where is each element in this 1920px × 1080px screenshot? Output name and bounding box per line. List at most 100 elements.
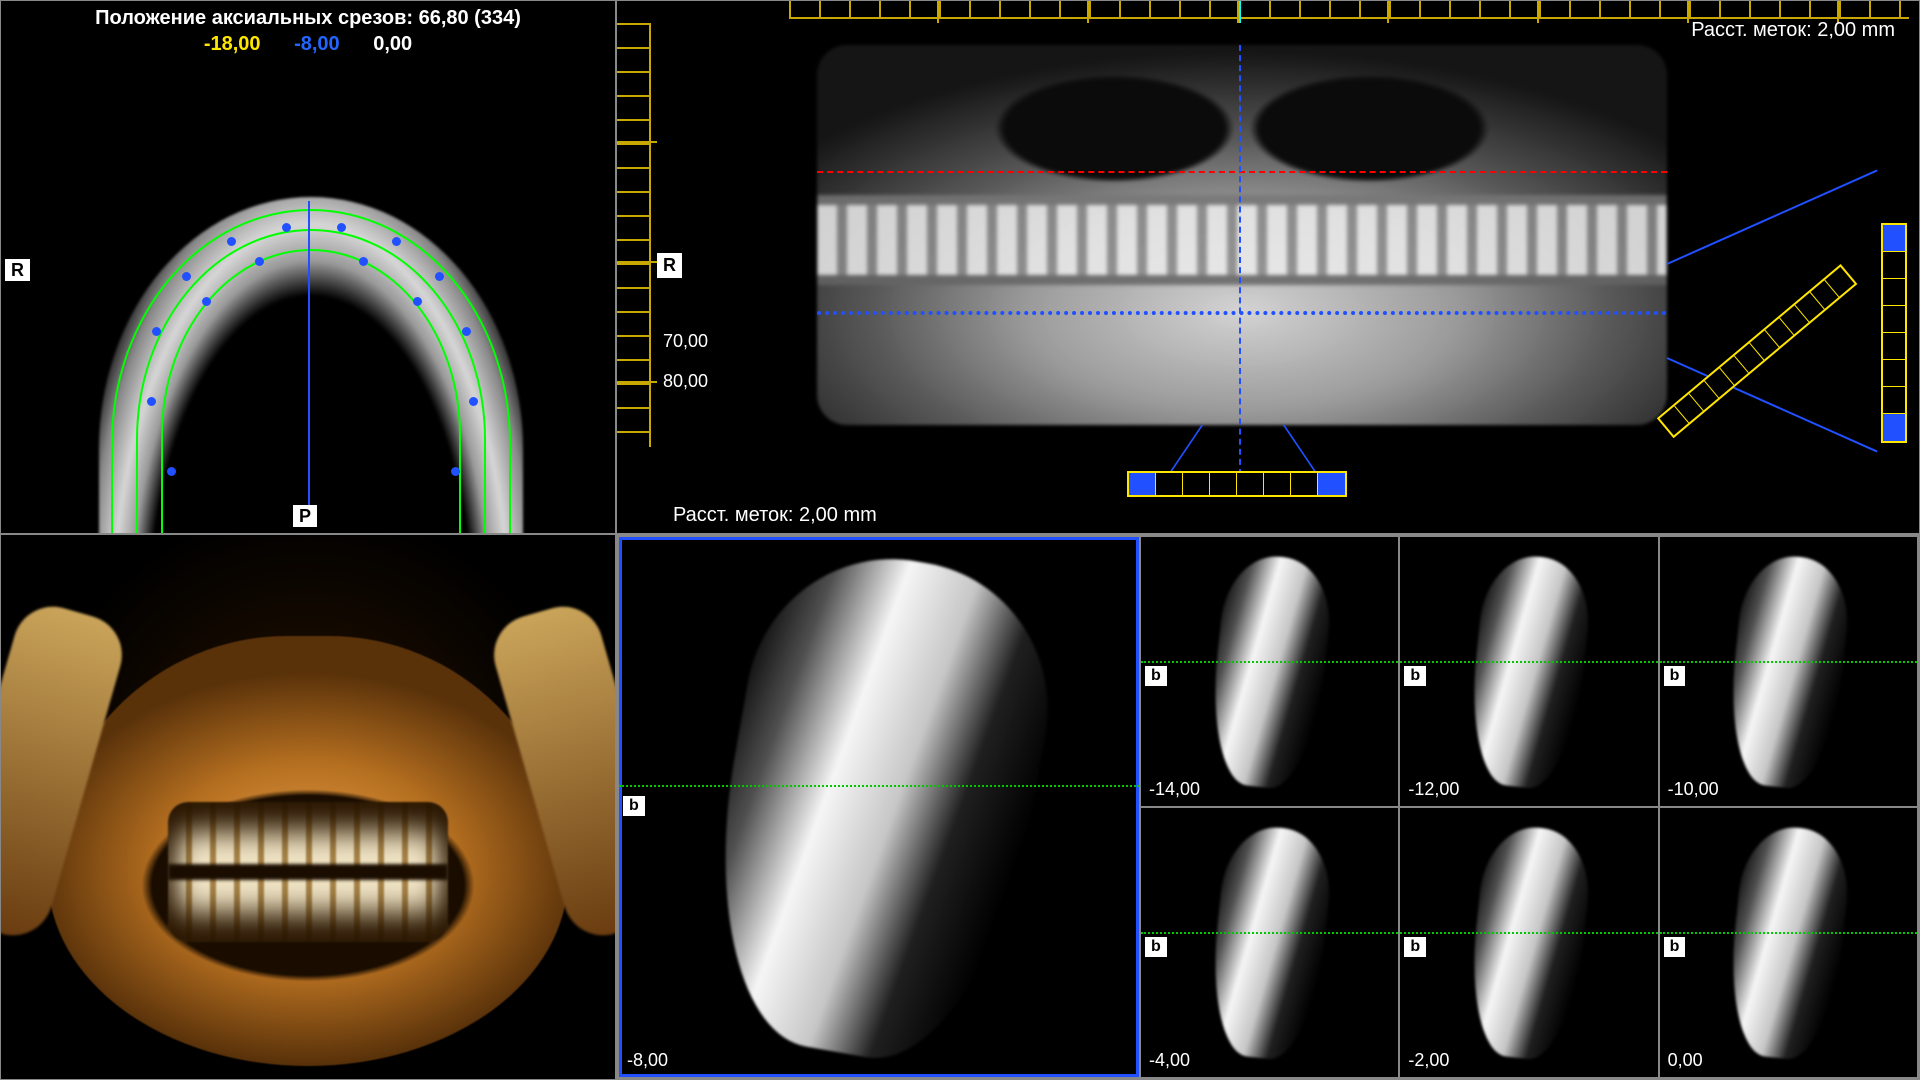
cross-section-green-line[interactable] <box>619 785 1139 787</box>
slice-strip-bottom[interactable] <box>1127 471 1347 497</box>
orientation-badge-P: P <box>293 505 317 527</box>
volume3d-panel[interactable] <box>0 534 616 1080</box>
volume3d-jaw <box>48 636 568 1066</box>
cross-section-grid: b-8,00b-14,00b-12,00b-10,00b-4,00b-2,00b… <box>617 535 1919 1079</box>
buccal-badge: b <box>1404 666 1426 686</box>
axial-arch-handle[interactable] <box>359 257 368 266</box>
buccal-badge: b <box>1404 937 1426 957</box>
cross-section-green-line[interactable] <box>1141 932 1398 934</box>
axial-title: Положение аксиальных срезов: 66,80 (334) <box>1 7 615 30</box>
axial-arch-handle[interactable] <box>282 223 291 232</box>
buccal-badge: b <box>1145 937 1167 957</box>
cross-section-thumb[interactable]: b -10,00 <box>1660 537 1917 806</box>
cross-section-image <box>1204 551 1336 792</box>
axial-arch-handle[interactable] <box>255 257 264 266</box>
axial-arch-handle[interactable] <box>462 327 471 336</box>
slice-strip-cell[interactable] <box>1156 473 1183 495</box>
cross-section-green-line[interactable] <box>1660 932 1917 934</box>
pano-red-guideline[interactable] <box>817 171 1667 173</box>
marker-distance-bottom: Расст. меток: 2,00 mm <box>673 504 877 527</box>
cross-section-thumb[interactable]: b -14,00 <box>1141 537 1398 806</box>
cross-section-panel: b-8,00b-14,00b-12,00b-10,00b-4,00b-2,00b… <box>616 534 1920 1080</box>
cross-section-thumb[interactable]: b -4,00 <box>1141 808 1398 1077</box>
cross-section-value: -10,00 <box>1668 779 1719 800</box>
axial-arch-handle[interactable] <box>337 223 346 232</box>
axial-arch-handle[interactable] <box>227 237 236 246</box>
pano-teeth-region <box>817 195 1667 285</box>
axial-arch-handle[interactable] <box>202 297 211 306</box>
cross-section-thumb[interactable]: b -12,00 <box>1400 537 1657 806</box>
axial-arch-handle[interactable] <box>152 327 161 336</box>
slice-strip-cell[interactable] <box>1883 279 1905 306</box>
pano-blue-guideline[interactable] <box>817 311 1667 315</box>
axial-arch-handle[interactable] <box>451 467 460 476</box>
cross-section-image <box>687 537 1070 1077</box>
orientation-badge-R: R <box>5 259 30 281</box>
cross-section-image <box>1463 551 1595 792</box>
viewport-grid: Положение аксиальных срезов: 66,80 (334)… <box>0 0 1920 1080</box>
cross-section-thumb[interactable]: b -2,00 <box>1400 808 1657 1077</box>
slice-strip-cell[interactable] <box>1129 473 1156 495</box>
cross-section-value: -12,00 <box>1408 779 1459 800</box>
slice-strip-cell[interactable] <box>1883 306 1905 333</box>
axial-arch-handle[interactable] <box>469 397 478 406</box>
slice-strip-cell[interactable] <box>1318 473 1345 495</box>
cross-section-thumb[interactable]: b 0,00 <box>1660 808 1917 1077</box>
axial-slice-values: -18,00 -8,00 0,00 <box>1 33 615 56</box>
cross-section-image <box>1722 551 1854 792</box>
slice-strip-cell[interactable] <box>1210 473 1237 495</box>
cross-section-green-line[interactable] <box>1400 932 1657 934</box>
cross-section-main[interactable]: b -8,00 <box>619 537 1139 1077</box>
slice-strip-cell[interactable] <box>1883 360 1905 387</box>
axial-arch-handle[interactable] <box>182 272 191 281</box>
axial-midline[interactable] <box>308 201 310 521</box>
cross-section-value: -4,00 <box>1149 1050 1190 1071</box>
buccal-badge: b <box>1145 666 1167 686</box>
slice-strip-cell[interactable] <box>1883 387 1905 414</box>
cross-section-green-line[interactable] <box>1141 661 1398 663</box>
axial-arch-handle[interactable] <box>435 272 444 281</box>
axial-arch-handle[interactable] <box>147 397 156 406</box>
cross-section-green-line[interactable] <box>1660 661 1917 663</box>
cross-section-value: -2,00 <box>1408 1050 1449 1071</box>
buccal-badge: b <box>1664 666 1686 686</box>
cross-section-value: -14,00 <box>1149 779 1200 800</box>
slice-strip-cell[interactable] <box>1883 414 1905 441</box>
axial-val-blue: -8,00 <box>294 33 340 55</box>
axial-arch-handle[interactable] <box>392 237 401 246</box>
slice-strip-cell[interactable] <box>1291 473 1318 495</box>
volume3d-viewport[interactable] <box>1 535 615 1079</box>
slice-strip-cell[interactable] <box>1237 473 1264 495</box>
buccal-badge: b <box>1664 937 1686 957</box>
pano-ruler-label: 80,00 <box>663 371 708 392</box>
slice-strip-cell[interactable] <box>1183 473 1210 495</box>
cross-section-image <box>1204 822 1336 1063</box>
pano-ruler-left[interactable] <box>617 23 651 447</box>
pano-cyan-marker[interactable] <box>1237 0 1241 23</box>
panoramic-image[interactable] <box>817 45 1667 425</box>
cross-section-image <box>1722 822 1854 1063</box>
panoramic-panel[interactable]: R 70,00 80,00 Расст. меток: 2,00 mm Расс… <box>616 0 1920 534</box>
axial-val-white: 0,00 <box>373 33 412 55</box>
axial-arch-handle[interactable] <box>167 467 176 476</box>
slice-strip-cell[interactable] <box>1883 333 1905 360</box>
pano-blue-vline[interactable] <box>1239 45 1241 475</box>
slice-strip-diagonal[interactable] <box>1657 264 1858 438</box>
buccal-badge: b <box>623 796 645 816</box>
marker-distance-top: Расст. меток: 2,00 mm <box>1691 19 1895 42</box>
slice-strip-right[interactable] <box>1881 223 1907 443</box>
axial-panel[interactable]: Положение аксиальных срезов: 66,80 (334)… <box>0 0 616 534</box>
cross-section-value: -8,00 <box>627 1050 668 1071</box>
axial-arch-handle[interactable] <box>413 297 422 306</box>
pano-ruler-label: 70,00 <box>663 331 708 352</box>
pano-ruler-top[interactable] <box>789 1 1909 19</box>
connector-line <box>1667 170 1878 265</box>
cross-section-green-line[interactable] <box>1400 661 1657 663</box>
volume3d-occlusal-gap <box>168 864 448 880</box>
slice-strip-cell[interactable] <box>1264 473 1291 495</box>
orientation-badge-R: R <box>657 253 682 278</box>
slice-strip-cell[interactable] <box>1883 252 1905 279</box>
slice-strip-cell[interactable] <box>1883 225 1905 252</box>
cross-section-value: 0,00 <box>1668 1050 1703 1071</box>
axial-val-yellow: -18,00 <box>204 33 261 55</box>
